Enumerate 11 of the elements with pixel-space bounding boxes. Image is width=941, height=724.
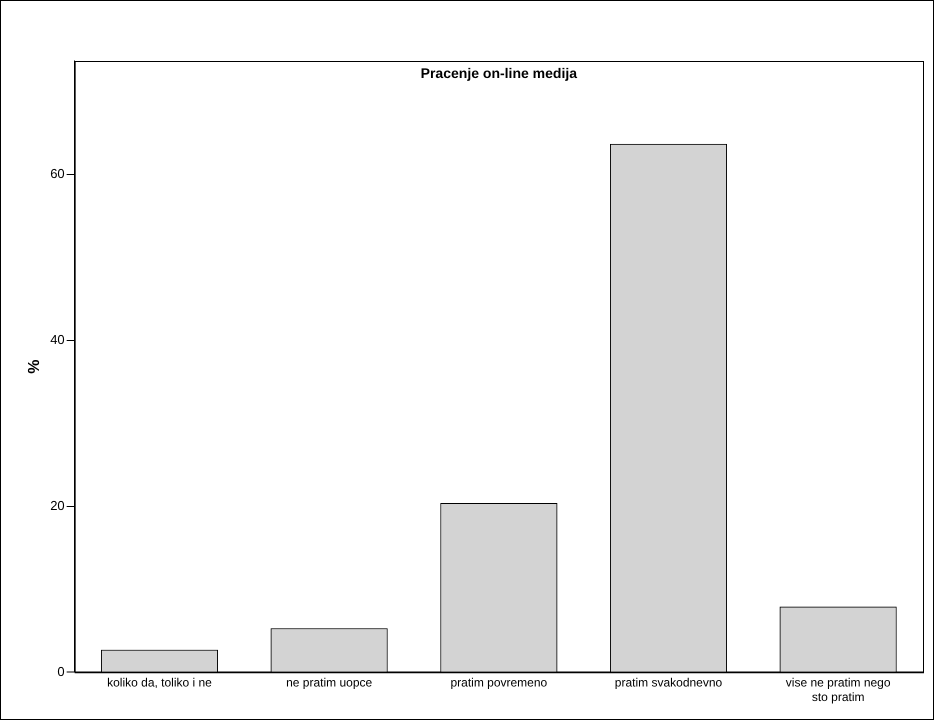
x-tick-label: koliko da, toliko i ne — [107, 676, 212, 690]
x-tick-label: pratim svakodnevno — [614, 676, 723, 690]
x-tick-label: ne pratim uopce — [286, 676, 373, 690]
y-tick-label: 20 — [50, 498, 65, 513]
y-tick-label: 60 — [50, 166, 65, 182]
y-tick-label: 0 — [57, 664, 65, 679]
y-axis-title: % — [26, 359, 44, 374]
x-tick-label: pratim povremeno — [450, 676, 548, 690]
x-tick-label: vise ne pratim nego sto pratim — [786, 676, 891, 704]
chart-title: Pracenje on-line medija — [420, 64, 578, 81]
y-tick-label: 40 — [50, 332, 65, 348]
